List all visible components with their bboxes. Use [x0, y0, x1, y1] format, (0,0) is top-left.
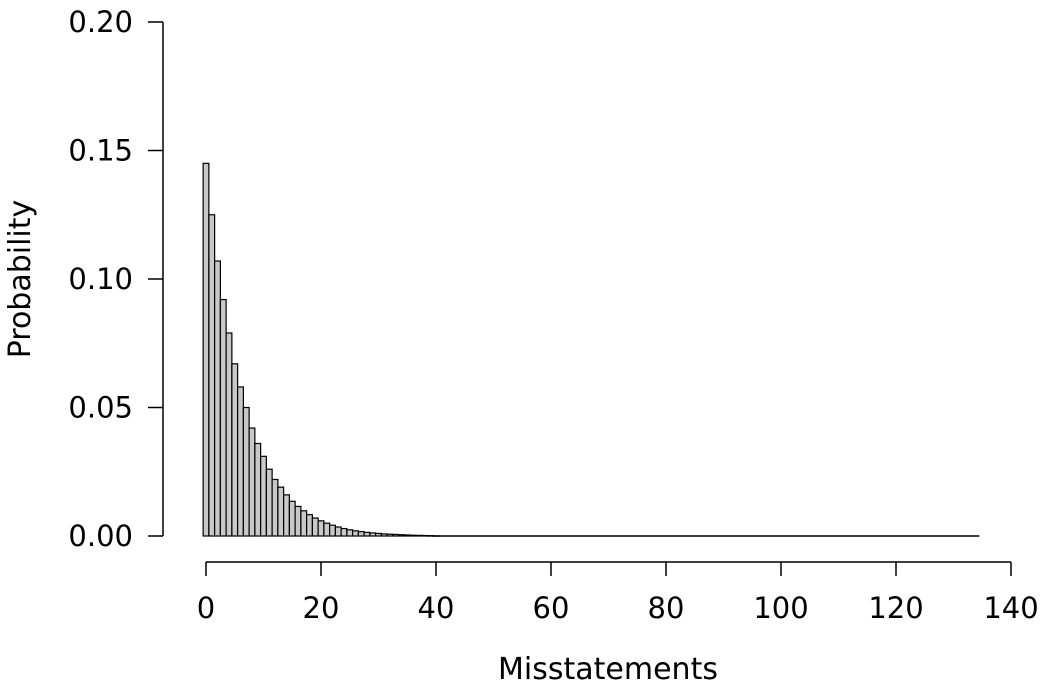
bar-26 — [352, 530, 359, 537]
bar-25 — [346, 529, 354, 537]
x-tick-label: 40 — [418, 591, 455, 625]
bar-12 — [271, 478, 279, 537]
bar-36 — [409, 534, 417, 537]
bar-14 — [283, 494, 290, 537]
y-axis: 0.00 0.05 0.10 0.15 0.20 — [68, 5, 164, 553]
x-tick-label: 60 — [533, 591, 570, 625]
bar-24 — [340, 527, 348, 537]
x-tick-label: 0 — [197, 591, 215, 625]
bar-22 — [329, 524, 336, 537]
bar-18 — [306, 514, 313, 537]
bar-1 — [208, 214, 216, 537]
x-tick-label: 120 — [868, 591, 923, 625]
bar-21 — [323, 522, 331, 537]
x-tick-label: 140 — [983, 591, 1038, 625]
y-tick-label: 0.15 — [68, 134, 133, 168]
bar-4 — [225, 332, 233, 537]
bar-34 — [398, 534, 405, 537]
x-tick-label: 20 — [303, 591, 340, 625]
x-axis: 0 20 40 60 80 100 120 140 — [197, 561, 1039, 625]
bar-33 — [392, 533, 400, 537]
bar-32 — [386, 533, 394, 537]
y-axis-title: Probability — [3, 200, 38, 359]
bar-23 — [334, 526, 342, 537]
bar-6 — [237, 386, 244, 537]
bar-8 — [248, 427, 256, 537]
y-tick-label: 0.00 — [68, 519, 133, 553]
bar-7 — [242, 406, 250, 537]
bar-16 — [294, 505, 302, 537]
bars-group — [202, 162, 440, 537]
bar-19 — [311, 517, 319, 537]
bar-28 — [363, 531, 371, 537]
bar-20 — [317, 520, 325, 537]
bar-9 — [254, 442, 262, 537]
bar-3 — [219, 298, 227, 537]
bar-30 — [375, 532, 382, 537]
y-tick-label: 0.05 — [68, 391, 133, 425]
bar-37 — [415, 534, 423, 537]
bar-27 — [357, 531, 365, 537]
bar-5 — [231, 363, 239, 537]
x-axis-title: Misstatements — [498, 652, 718, 687]
y-tick-label: 0.10 — [68, 262, 133, 296]
bar-2 — [214, 260, 221, 537]
bar-40 — [432, 535, 440, 537]
bar-15 — [288, 500, 296, 537]
bar-0 — [202, 162, 210, 537]
bar-13 — [277, 486, 285, 537]
x-tick-label: 80 — [648, 591, 685, 625]
bar-38 — [421, 534, 428, 537]
bar-31 — [380, 533, 388, 537]
bar-11 — [265, 468, 273, 537]
bar-39 — [426, 535, 434, 537]
bar-17 — [300, 510, 308, 537]
bar-10 — [260, 455, 267, 537]
bar-35 — [403, 534, 411, 537]
y-tick-label: 0.20 — [68, 5, 133, 39]
x-tick-label: 100 — [753, 591, 808, 625]
bar-29 — [369, 532, 377, 537]
